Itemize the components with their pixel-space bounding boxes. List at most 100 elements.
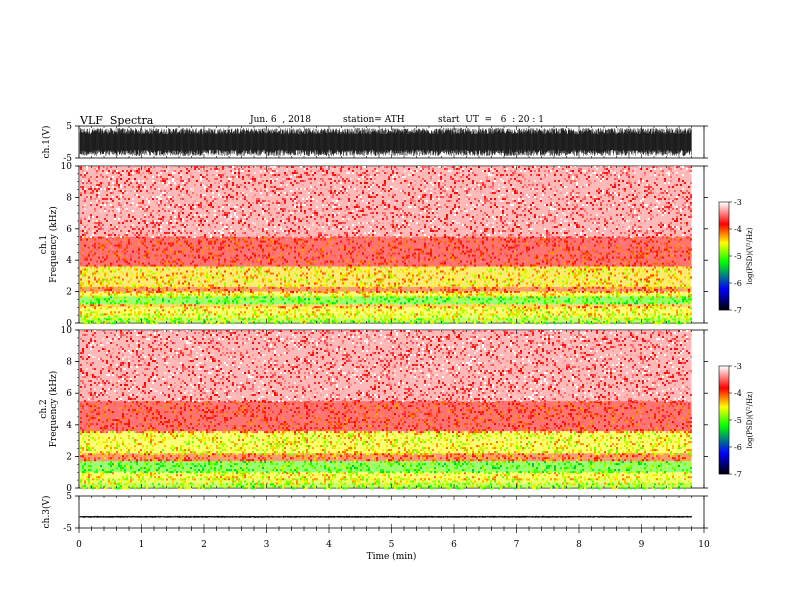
colorbar-step [719, 458, 729, 460]
colorbar-step [719, 249, 729, 251]
colorbar-tick-label: -5 [734, 416, 742, 425]
spectrogram-band [80, 330, 692, 402]
colorbar-step [719, 453, 729, 455]
colorbar-tick-label: -3 [734, 198, 742, 207]
colorbar-step [719, 299, 729, 301]
colorbar-step [719, 375, 729, 377]
spectrogram-band [80, 304, 692, 309]
y-tick-label: 10 [61, 162, 73, 172]
colorbar-step [719, 424, 729, 426]
colorbar-step [719, 224, 729, 226]
colorbar-step [719, 237, 729, 239]
colorbar-step [719, 401, 729, 403]
colorbar-step [719, 302, 729, 304]
colorbar-step [719, 372, 729, 374]
colorbar-step [719, 220, 729, 222]
colorbar-step [719, 455, 729, 457]
colorbar-step [719, 238, 729, 240]
colorbar-tick-label: -6 [734, 443, 742, 452]
colorbar-tick-label: -7 [734, 470, 742, 479]
colorbar-step [719, 209, 729, 211]
colorbar-step [719, 284, 729, 286]
colorbar-step [719, 408, 729, 410]
band-fill [80, 307, 692, 314]
colorbar-step [719, 443, 729, 445]
y-tick-label: 2 [66, 288, 72, 298]
colorbar-tick-label: -6 [734, 279, 742, 288]
colorbar-step [719, 218, 729, 220]
colorbar-step [719, 295, 729, 297]
spectrogram-band [80, 472, 692, 481]
colorbar-step [719, 308, 729, 310]
colorbar-step [719, 215, 729, 217]
spectrogram-band [80, 453, 692, 462]
colorbar-step [719, 277, 729, 279]
colorbar-step [719, 379, 729, 381]
colorbar-step [719, 412, 729, 414]
y-axis-label: ch.2 [39, 399, 49, 418]
colorbar-step [719, 367, 729, 369]
colorbar-tick-label: -5 [734, 252, 742, 261]
colorbar-step [719, 444, 729, 446]
y-tick-label: 10 [61, 326, 73, 336]
colorbar-step [719, 211, 729, 213]
colorbar-step [719, 382, 729, 384]
band-fill [80, 461, 692, 473]
colorbar-step [719, 414, 729, 416]
colorbar-step [719, 269, 729, 271]
colorbar-step [719, 461, 729, 463]
spectrogram-ch1-spectrogram [80, 166, 692, 325]
colorbar-step [719, 214, 729, 216]
colorbar-step [719, 389, 729, 391]
colorbar-step [719, 265, 729, 267]
colorbar-step [719, 304, 729, 306]
colorbar-step [719, 307, 729, 309]
colorbar-step [719, 406, 729, 408]
colorbar-step [719, 306, 729, 308]
y-tick-label: 2 [66, 452, 72, 462]
colorbar-step [719, 239, 729, 241]
colorbar-step [719, 460, 729, 462]
colorbar-label: log(PSD)(V²/Hz) [746, 227, 754, 284]
colorbar-step [719, 227, 729, 229]
colorbar-step [719, 441, 729, 443]
colorbar-step [719, 385, 729, 387]
colorbar-step [719, 203, 729, 205]
colorbar-step [719, 434, 729, 436]
colorbar-step [719, 205, 729, 207]
colorbar-step [719, 396, 729, 398]
colorbar-step [719, 282, 729, 284]
colorbar-step [719, 271, 729, 273]
colorbar-step [719, 415, 729, 417]
colorbar-step [719, 384, 729, 386]
colorbar-step [719, 451, 729, 453]
y-tick-label: 6 [66, 225, 72, 235]
colorbar-step [719, 452, 729, 454]
y-axis-label: ch.1 [39, 235, 49, 254]
spectrogram-band [80, 461, 692, 474]
colorbar-step [719, 402, 729, 404]
colorbar-step [719, 437, 729, 439]
colorbar-step [719, 230, 729, 232]
colorbar-step [719, 278, 729, 280]
band-fill [80, 291, 692, 297]
colorbar-step [719, 381, 729, 383]
colorbar-step [719, 395, 729, 397]
colorbar-step [719, 242, 729, 244]
colorbar-tick-label: -3 [734, 362, 742, 371]
colorbar-step [719, 204, 729, 206]
y-tick-label: 6 [66, 389, 72, 399]
colorbar-step [719, 426, 729, 428]
colorbar-step [719, 383, 729, 385]
colorbar-step [719, 442, 729, 444]
date-label: Jun. 6 , 2018 [250, 115, 311, 125]
colorbar-step [719, 394, 729, 396]
y-axis-label: ch.1(V) [41, 126, 52, 159]
colorbar-step [719, 262, 729, 264]
colorbar-step [719, 405, 729, 407]
x-tick-label: 3 [264, 540, 270, 550]
colorbar-step [719, 287, 729, 289]
x-tick-label: 2 [201, 540, 207, 550]
colorbar-step [719, 400, 729, 402]
colorbar-step [719, 259, 729, 261]
